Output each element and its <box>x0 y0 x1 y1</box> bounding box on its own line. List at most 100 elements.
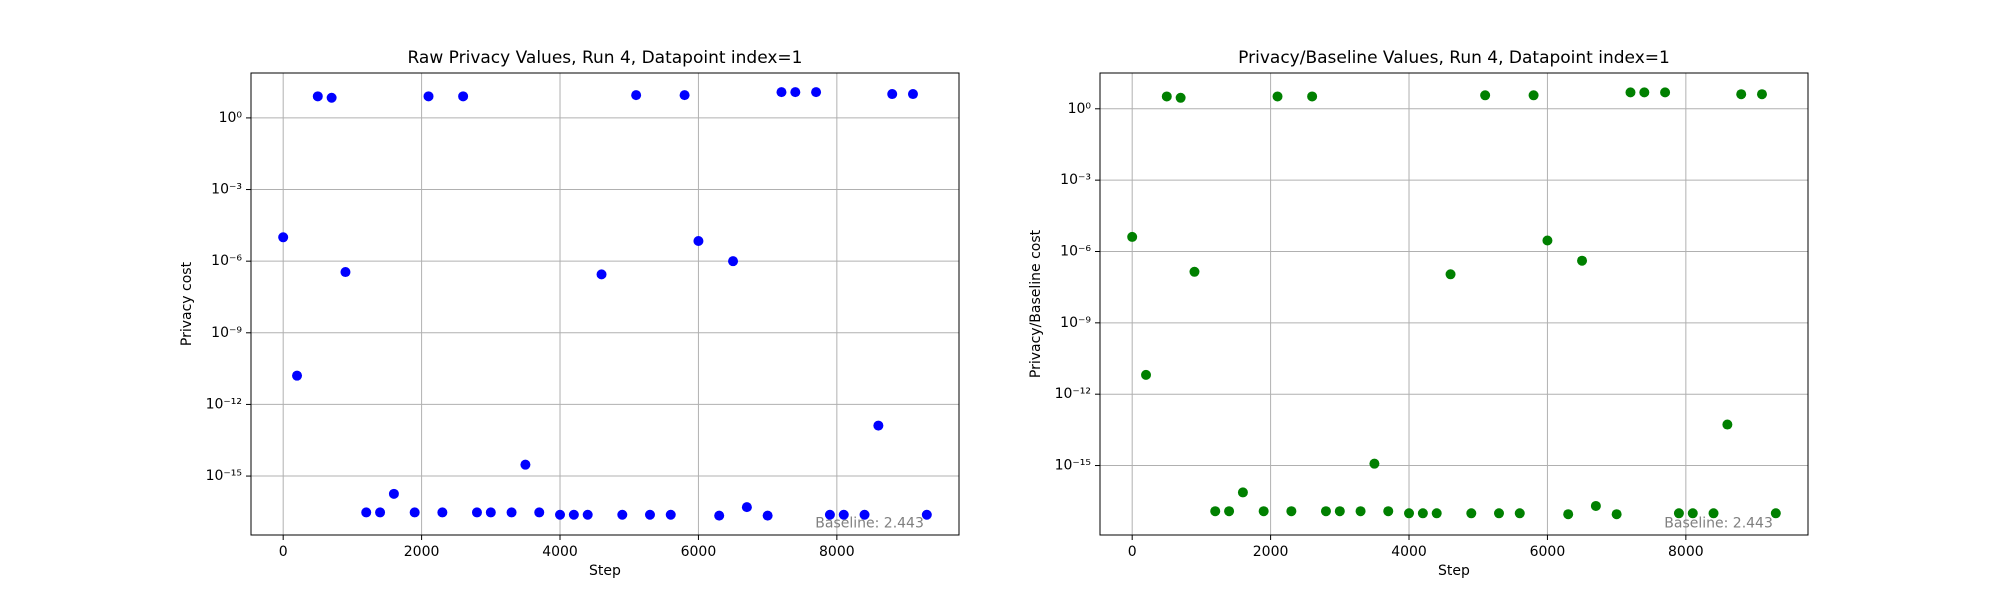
data-point <box>361 507 372 518</box>
data-point <box>693 235 704 246</box>
x-tick-label: 0 <box>1128 544 1137 560</box>
data-point <box>1445 269 1456 280</box>
data-point <box>506 507 517 518</box>
y-tick-label: 10⁻¹² <box>1055 386 1091 402</box>
data-point <box>1542 235 1553 246</box>
data-point <box>409 507 420 518</box>
chart-title: Raw Privacy Values, Run 4, Datapoint ind… <box>407 48 802 68</box>
data-point <box>1466 508 1477 519</box>
data-point <box>859 509 870 520</box>
data-point <box>458 91 469 102</box>
data-point <box>824 509 835 520</box>
annotation: Baseline: 2.443 <box>815 515 924 531</box>
x-tick-label: 4000 <box>542 544 578 560</box>
data-point <box>555 509 566 520</box>
y-tick-label: 10⁻⁹ <box>1060 315 1091 331</box>
data-point <box>741 502 752 513</box>
data-point <box>631 90 642 101</box>
data-point <box>1639 87 1650 98</box>
data-point <box>292 370 303 381</box>
data-point <box>1286 506 1297 517</box>
data-point <box>1224 506 1235 517</box>
data-point <box>1736 89 1747 100</box>
data-point <box>1431 508 1442 519</box>
data-point <box>471 507 482 518</box>
x-axis-label: Step <box>589 563 621 579</box>
y-tick-label: 10⁻¹⁵ <box>206 468 242 484</box>
data-point <box>423 91 434 102</box>
data-point <box>534 507 545 518</box>
y-tick-label: 10⁰ <box>1068 101 1092 117</box>
data-point <box>1625 87 1636 98</box>
data-point <box>1590 500 1601 511</box>
data-point <box>312 91 323 102</box>
y-axis-label: Privacy cost <box>179 261 195 346</box>
data-point <box>1307 91 1318 102</box>
x-tick-label: 6000 <box>681 544 717 560</box>
x-tick-label: 4000 <box>1391 544 1427 560</box>
data-point <box>728 256 739 267</box>
data-point <box>1355 506 1366 517</box>
y-tick-label: 10⁻¹² <box>206 396 242 412</box>
data-point <box>1334 506 1345 517</box>
data-point <box>375 507 386 518</box>
data-point <box>1258 506 1269 517</box>
data-point <box>1175 92 1186 103</box>
data-point <box>873 420 884 431</box>
data-point <box>907 89 918 100</box>
y-tick-label: 10⁻⁶ <box>211 253 242 269</box>
data-point <box>790 87 801 98</box>
data-point <box>1770 508 1781 519</box>
data-point <box>762 510 773 521</box>
data-point <box>1514 508 1525 519</box>
data-point <box>1369 458 1380 469</box>
data-point <box>1383 506 1394 517</box>
data-point <box>665 509 676 520</box>
data-point <box>1528 90 1539 101</box>
data-point <box>1673 508 1684 519</box>
data-point <box>326 92 337 103</box>
data-point <box>1237 487 1248 498</box>
data-point <box>340 267 351 278</box>
data-point <box>1404 508 1415 519</box>
data-point <box>714 510 725 521</box>
data-point <box>811 87 822 98</box>
data-point <box>1417 508 1428 519</box>
data-point <box>1722 419 1733 430</box>
data-point <box>1210 506 1221 517</box>
data-point <box>644 509 655 520</box>
data-point <box>485 507 496 518</box>
x-tick-label: 8000 <box>1668 544 1704 560</box>
data-point <box>278 232 289 243</box>
data-point <box>1687 508 1698 519</box>
y-tick-label: 10⁻⁶ <box>1060 243 1091 259</box>
y-tick-label: 10⁻¹⁵ <box>1055 458 1091 474</box>
y-axis-label: Privacy/Baseline cost <box>1028 229 1044 378</box>
data-point <box>1563 509 1574 520</box>
data-point <box>776 87 787 98</box>
plot-frame <box>250 72 960 536</box>
y-tick-label: 10⁻³ <box>1060 172 1091 188</box>
data-point <box>617 509 628 520</box>
x-tick-label: 0 <box>279 544 288 560</box>
x-tick-label: 8000 <box>819 544 855 560</box>
plot-frame <box>1099 72 1809 536</box>
data-point <box>1272 91 1283 102</box>
data-point <box>568 509 579 520</box>
data-point <box>596 269 607 280</box>
data-point <box>1611 509 1622 520</box>
data-point <box>1577 255 1588 266</box>
data-point <box>1127 231 1138 242</box>
y-tick-label: 10⁻³ <box>211 182 242 198</box>
x-tick-label: 2000 <box>1253 544 1289 560</box>
x-axis-label: Step <box>1438 563 1470 579</box>
data-point <box>1756 89 1767 100</box>
data-point <box>582 509 593 520</box>
data-point <box>1320 506 1331 517</box>
data-point <box>437 507 448 518</box>
y-tick-label: 10⁰ <box>219 110 243 126</box>
data-point <box>388 488 399 499</box>
data-point <box>679 90 690 101</box>
data-point <box>1493 508 1504 519</box>
